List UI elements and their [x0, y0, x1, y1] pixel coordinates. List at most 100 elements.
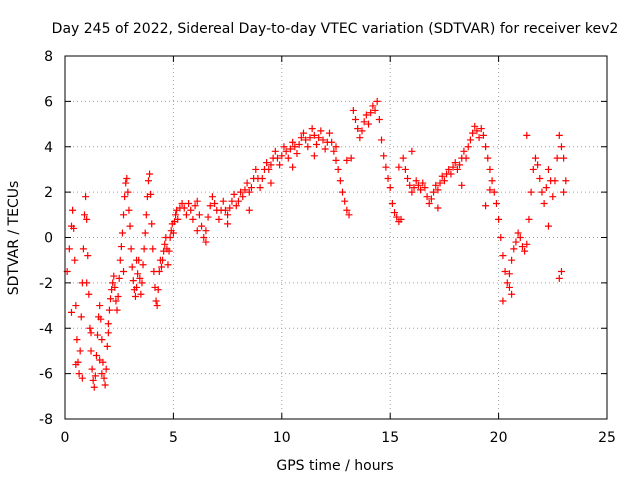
data-point — [438, 172, 446, 180]
data-point — [560, 188, 568, 196]
data-point — [510, 245, 518, 253]
data-point — [84, 252, 92, 260]
data-point — [518, 243, 526, 251]
data-point — [75, 370, 83, 378]
data-point — [542, 184, 550, 192]
x-tick-label: 25 — [598, 430, 616, 446]
data-point — [490, 188, 498, 196]
data-point — [345, 211, 353, 219]
data-point — [325, 129, 333, 137]
data-point — [161, 240, 169, 248]
data-point — [484, 154, 492, 162]
data-point — [343, 156, 351, 164]
data-point — [105, 306, 113, 314]
data-point — [83, 279, 91, 287]
data-point — [512, 238, 520, 246]
data-point — [187, 206, 195, 214]
data-point — [267, 179, 275, 187]
data-point — [551, 177, 559, 185]
data-point — [306, 134, 314, 142]
data-point — [421, 184, 429, 192]
data-point — [529, 165, 537, 173]
data-point — [367, 109, 375, 117]
data-point — [107, 295, 115, 303]
data-point — [101, 381, 109, 389]
data-point — [258, 175, 266, 183]
data-point — [297, 134, 305, 142]
data-point — [315, 134, 323, 142]
data-point — [65, 245, 73, 253]
data-point — [154, 286, 162, 294]
data-point — [302, 136, 310, 144]
data-point — [245, 188, 253, 196]
data-point — [157, 263, 165, 271]
y-tick-label: 6 — [44, 94, 53, 110]
data-point — [406, 181, 414, 189]
data-point — [521, 247, 529, 255]
data-point — [527, 188, 535, 196]
data-point — [100, 374, 108, 382]
axis-ticks: 0 5 10 15 20 25 -8 -6 -4 -2 0 2 4 6 8 — [39, 49, 616, 446]
data-point — [278, 152, 286, 160]
data-point — [148, 220, 156, 228]
data-point — [88, 365, 96, 373]
data-point — [399, 154, 407, 162]
data-point — [97, 315, 105, 323]
data-point — [404, 175, 412, 183]
x-tick-label: 5 — [169, 430, 178, 446]
data-point — [408, 188, 416, 196]
data-point — [432, 181, 440, 189]
data-point — [117, 243, 125, 251]
data-point — [191, 202, 199, 210]
data-point — [241, 186, 249, 194]
data-point — [125, 206, 133, 214]
data-point — [440, 177, 448, 185]
data-point — [447, 170, 455, 178]
y-tick-label: 4 — [44, 140, 53, 156]
x-tick-label: 20 — [490, 430, 508, 446]
data-point — [347, 154, 355, 162]
data-point — [482, 202, 490, 210]
data-point — [486, 186, 494, 194]
data-point — [104, 320, 112, 328]
y-axis-label: SDTVAR / TECUs — [6, 181, 22, 296]
data-point — [462, 154, 470, 162]
data-point — [310, 131, 318, 139]
data-point — [276, 161, 284, 169]
data-point — [473, 127, 481, 135]
data-point — [282, 147, 290, 155]
data-point — [92, 351, 100, 359]
data-point — [70, 224, 78, 232]
data-point — [492, 199, 500, 207]
data-point — [219, 197, 227, 205]
data-point — [123, 175, 131, 183]
data-point — [120, 211, 128, 219]
data-point — [110, 272, 118, 280]
data-point — [401, 165, 409, 173]
data-point — [193, 227, 201, 235]
data-point — [419, 179, 427, 187]
data-point — [477, 125, 485, 133]
data-point — [204, 213, 212, 221]
data-point — [349, 106, 357, 114]
data-point — [153, 302, 161, 310]
y-tick-label: -6 — [39, 367, 53, 383]
data-point — [232, 202, 240, 210]
data-point — [200, 234, 208, 241]
data-point — [142, 211, 150, 219]
data-point — [128, 263, 136, 271]
data-point — [460, 147, 468, 155]
data-point — [382, 163, 390, 171]
data-point — [499, 252, 507, 260]
data-point — [141, 229, 149, 237]
data-point — [109, 279, 117, 287]
data-point — [166, 234, 174, 241]
data-point — [98, 370, 106, 378]
data-point — [553, 154, 561, 162]
x-tick-label: 15 — [381, 430, 399, 446]
data-point — [69, 206, 77, 214]
data-point — [514, 229, 522, 237]
data-point — [172, 211, 180, 219]
data-point — [94, 331, 102, 339]
data-point — [155, 268, 163, 276]
